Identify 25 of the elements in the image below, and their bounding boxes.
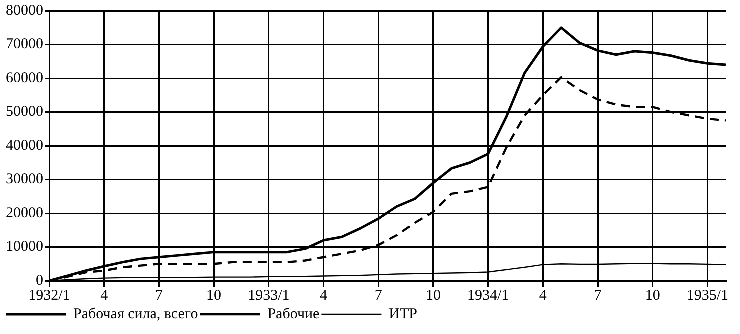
x-tick-label: 7 [594,288,602,304]
y-tick-label: 30000 [6,172,44,188]
x-tick-label: 10 [645,288,660,304]
x-tick-label: 1934/1 [467,288,510,304]
y-tick-label: 50000 [6,104,44,120]
x-tick-label: 10 [426,288,441,304]
legend-label: Рабочие [268,306,320,322]
y-tick-label: 80000 [6,2,44,19]
y-tick-label: 10000 [6,239,44,256]
x-tick-label: 4 [539,288,548,304]
x-tick-label: 1932/1 [28,288,70,304]
y-tick-label: 0 [36,272,44,289]
y-tick-label: 70000 [6,36,44,53]
x-tick-label: 10 [206,288,222,304]
x-tick-label: 7 [155,288,164,304]
x-tick-label: 1935/1 [686,288,729,304]
y-tick-label: 60000 [6,70,44,86]
x-tick-label: 4 [100,288,109,304]
x-tick-label: 4 [320,288,328,304]
legend-label: Рабочая сила, всего [74,306,198,322]
x-tick-label: 1933/1 [248,288,290,304]
y-tick-label: 40000 [6,138,44,154]
x-tick-label: 7 [374,288,383,304]
y-tick-label: 20000 [6,205,44,222]
legend-label: ИТР [389,306,418,322]
